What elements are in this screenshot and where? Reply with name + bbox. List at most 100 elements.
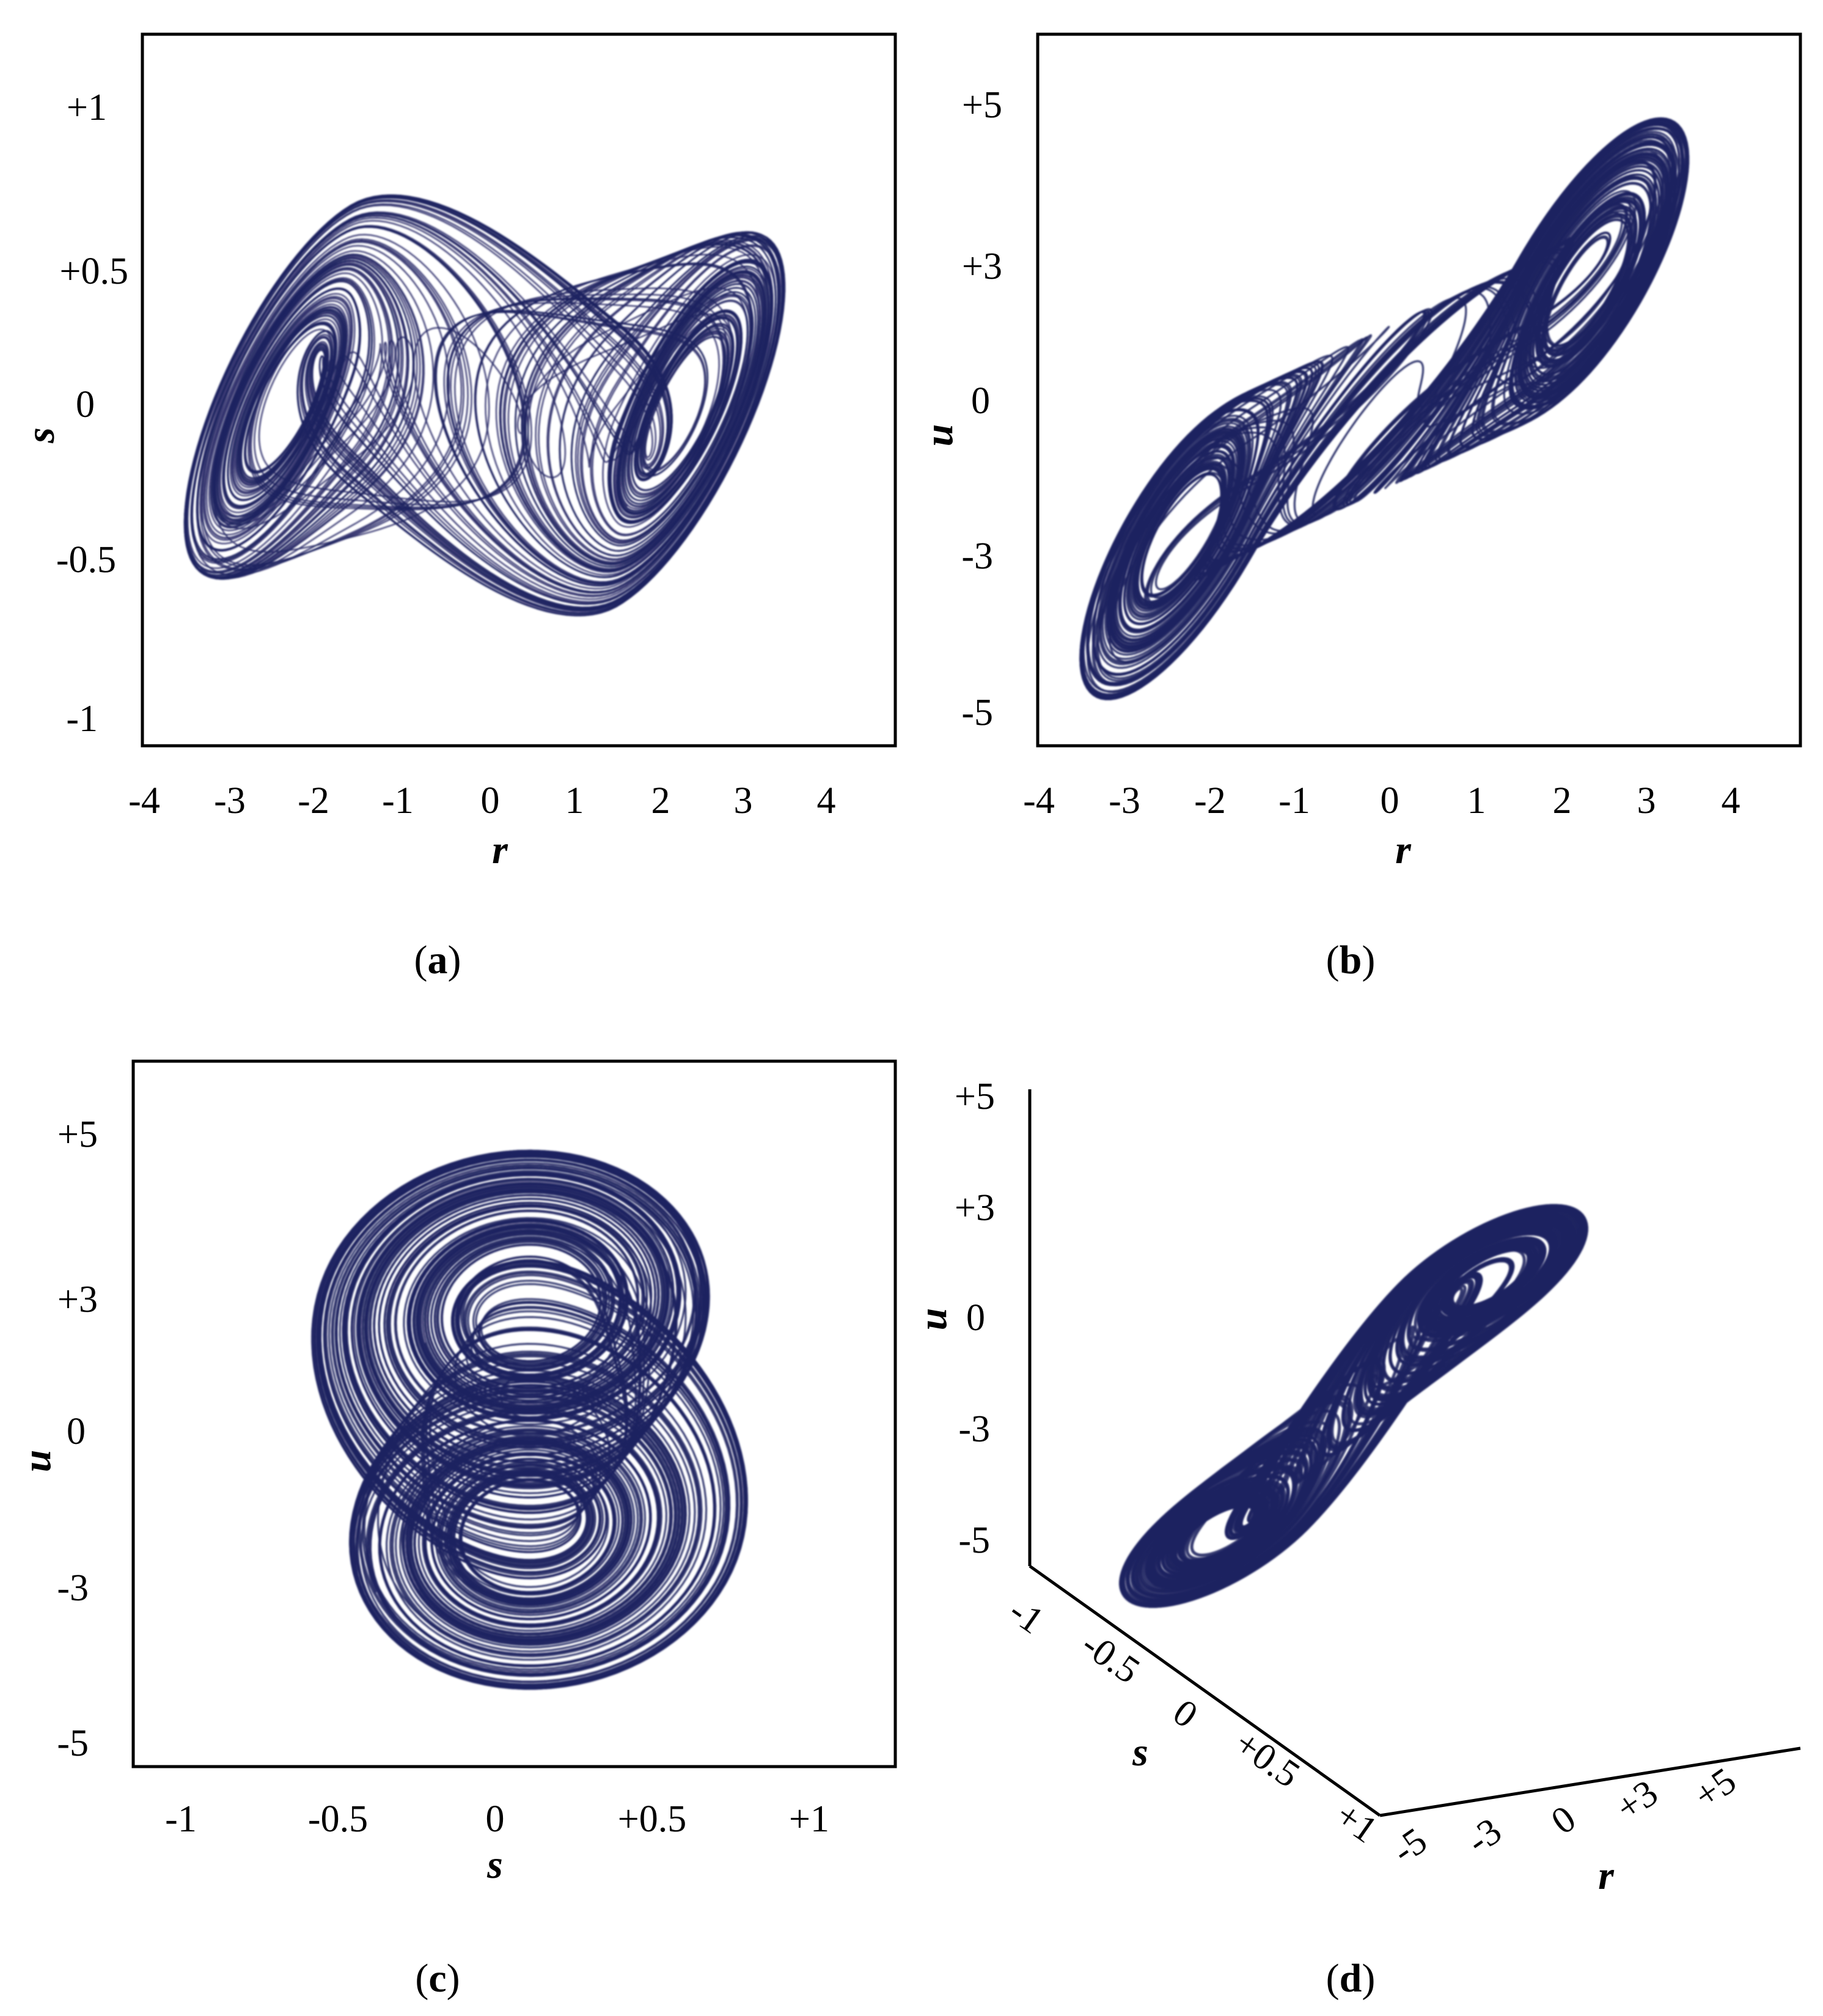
panel-c: +5 +3 0 -3 -5 u -1 -0.5 0 +0.5 +1 s (c) <box>15 1059 897 2001</box>
panel-d-stick: +1 <box>1328 1794 1385 1852</box>
panel-d-ulabel: u <box>911 1308 955 1331</box>
attractor-trajectory <box>1125 1206 1586 1604</box>
panel-b-frame <box>1036 32 1802 748</box>
panel-c-ytick: +5 <box>57 1114 98 1155</box>
panel-a-ytick: +0.5 <box>60 251 128 292</box>
attractor-trajectory <box>1080 136 1673 699</box>
panel-d-rlabel: r <box>1598 1853 1615 1898</box>
attractor-trajectory <box>1094 131 1678 634</box>
panel-a-xtick: -1 <box>382 780 414 822</box>
attractor-trajectory <box>1082 120 1689 699</box>
panel-a-ytick: -0.5 <box>56 539 116 581</box>
attractor-trajectory <box>1121 1205 1586 1608</box>
panel-d-utick: -5 <box>958 1520 990 1561</box>
panel-d-rtick: 0 <box>1544 1798 1583 1842</box>
panel-a-caption: (a) <box>414 938 461 982</box>
panel-d-slabel: s <box>1132 1730 1148 1775</box>
panel-a-xtick: 0 <box>481 780 500 822</box>
panel-d-rtick: +5 <box>1687 1760 1744 1817</box>
panel-d-utick: -3 <box>958 1408 990 1450</box>
panel-d-stick: 0 <box>1165 1691 1205 1736</box>
attractor-trajectory <box>1079 119 1687 701</box>
panel-b-xtick: 3 <box>1637 780 1656 822</box>
panel-c-attractor <box>311 1149 748 1690</box>
panel-d-rtick: -3 <box>1459 1810 1509 1862</box>
panel-d-utick: 0 <box>966 1297 985 1339</box>
panel-c-caption: (c) <box>415 1956 460 2001</box>
panel-a-ylabel: s <box>18 427 63 444</box>
panel-b: +5 +3 0 -3 -5 u -4 -3 -2 -1 0 1 2 3 4 r … <box>917 32 1802 982</box>
panel-c-ytick: 0 <box>67 1411 86 1452</box>
panel-d-stick: -0.5 <box>1074 1624 1147 1692</box>
panel-d-utick: +3 <box>955 1187 995 1229</box>
attractor-trajectory <box>186 197 785 613</box>
panel-c-frame <box>131 1059 897 1768</box>
attractor-trajectory <box>1121 1205 1587 1607</box>
attractor-trajectory <box>183 194 783 614</box>
panel-a-xlabel: r <box>492 828 508 872</box>
panel-d-stick: -1 <box>1002 1590 1051 1642</box>
panel-b-ytick: +3 <box>962 246 1002 287</box>
panel-a-attractor <box>183 194 786 617</box>
attractor-trajectory <box>196 211 785 614</box>
panel-b-xtick: 0 <box>1381 780 1399 822</box>
panel-a-xtick: 2 <box>651 780 670 822</box>
panel-b-ytick: -5 <box>961 692 993 734</box>
panel-c-xtick: -1 <box>165 1798 197 1840</box>
panel-a-xtick: -2 <box>298 780 329 822</box>
attractor-trajectory <box>328 1162 702 1628</box>
panel-b-xtick: 1 <box>1467 780 1486 822</box>
attractor-trajectory <box>315 1152 746 1688</box>
panel-d-utick: +5 <box>955 1076 995 1117</box>
panel-c-xtick: 0 <box>486 1798 505 1840</box>
panel-c-ytick: +3 <box>57 1279 98 1320</box>
panel-d-rtick: -5 <box>1385 1820 1434 1872</box>
panel-d-stick: +0.5 <box>1227 1723 1307 1796</box>
panel-d-rtick: +3 <box>1608 1772 1665 1830</box>
panel-a-xtick: 3 <box>734 780 753 822</box>
panel-a-frame <box>141 32 897 748</box>
panel-a-ytick: +1 <box>67 87 107 128</box>
panel-b-xtick: 2 <box>1553 780 1572 822</box>
panel-c-xtick: +0.5 <box>618 1798 686 1840</box>
panel-b-ylabel: u <box>917 424 961 447</box>
panel-b-xtick: -1 <box>1278 780 1310 822</box>
panel-c-xtick: +1 <box>789 1798 829 1840</box>
panel-a-xtick: 4 <box>817 780 836 822</box>
panel-b-ytick: +5 <box>962 84 1002 126</box>
panel-a: +1 +0.5 0 -0.5 -1 s -4 -3 -2 -1 0 1 2 3 … <box>18 32 897 982</box>
panel-c-ytick: -3 <box>57 1567 89 1609</box>
panel-a-xtick: -3 <box>214 780 246 822</box>
panel-b-attractor <box>1079 117 1690 701</box>
panel-b-xlabel: r <box>1395 828 1412 872</box>
panel-c-xtick: -0.5 <box>308 1798 368 1840</box>
panel-b-ytick: -3 <box>961 535 993 577</box>
panel-a-xtick: -4 <box>128 780 160 822</box>
panel-d-r-axis <box>1379 1746 1801 1817</box>
attractor-trajectory <box>185 199 779 608</box>
panel-b-caption: (b) <box>1326 938 1376 982</box>
panel-a-ytick: 0 <box>76 384 95 425</box>
panel-a-xtick: 1 <box>565 780 584 822</box>
panel-b-xtick: -2 <box>1194 780 1226 822</box>
panel-d-attractor <box>1119 1204 1588 1608</box>
attractor-trajectory <box>184 225 785 617</box>
panel-d-caption: (d) <box>1326 1956 1376 2001</box>
panel-c-xlabel: s <box>486 1842 503 1887</box>
panel-d: +5 +3 0 -3 -5 u -1 -0.5 0 +0.5 +1 s -5 -… <box>911 1076 1801 2001</box>
attractor-trajectory <box>191 203 783 609</box>
panel-b-ytick: 0 <box>971 380 990 422</box>
panel-d-s-axis <box>1029 1564 1381 1817</box>
panel-b-xtick: -4 <box>1023 780 1055 822</box>
panel-c-ylabel: u <box>15 1450 59 1473</box>
attractor-trajectory <box>320 1156 743 1686</box>
attractor-trajectory <box>314 1151 748 1690</box>
attractor-trajectory <box>1126 1211 1577 1580</box>
panel-b-xtick: 4 <box>1722 780 1740 822</box>
panel-a-ytick: -1 <box>66 698 98 740</box>
attractor-trajectory <box>198 239 774 600</box>
attractor-trajectory <box>314 1151 731 1677</box>
panel-b-xtick: -3 <box>1109 780 1140 822</box>
panel-c-ytick: -5 <box>57 1723 89 1764</box>
